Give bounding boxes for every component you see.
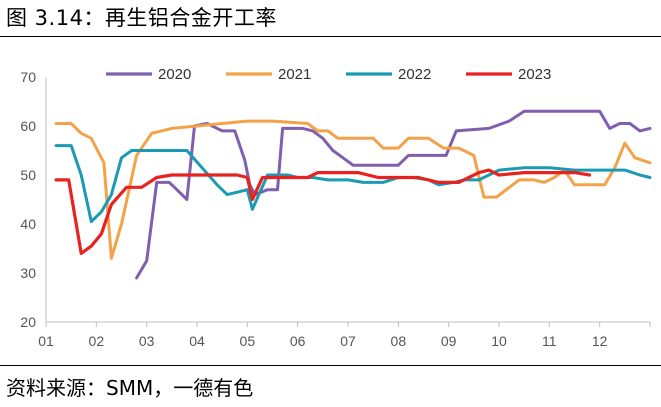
legend-label-2021: 2021: [278, 66, 311, 83]
y-axis-ticks: 20 30 40 50 60 70: [20, 69, 47, 330]
footer-divider: [0, 365, 661, 366]
x-tick-label: 06: [290, 333, 306, 349]
y-tick-label: 60: [20, 118, 36, 134]
x-tick-label: 05: [240, 333, 256, 349]
x-tick-label: 02: [89, 333, 105, 349]
x-tick-label: 10: [491, 333, 507, 349]
x-tick-label: 07: [340, 333, 356, 349]
x-tick-label: 04: [189, 333, 205, 349]
legend-label-2023: 2023: [518, 66, 551, 83]
x-tick-label: 09: [441, 333, 457, 349]
y-tick-label: 50: [20, 167, 36, 183]
x-tick-label: 01: [38, 333, 54, 349]
legend: 2020 2021 2022 2023: [106, 66, 551, 83]
y-tick-label: 20: [20, 314, 36, 330]
source-note: 资料来源：SMM，一德有色: [6, 376, 254, 400]
x-tick-label: 12: [592, 333, 608, 349]
series-line-2023: [54, 168, 592, 255]
page-title: 图 3.14：再生铝合金开工率: [6, 6, 277, 30]
x-tick-label: 03: [139, 333, 155, 349]
title-divider: [0, 36, 661, 37]
x-tick-label: 11: [542, 333, 557, 349]
x-tick-label: 08: [391, 333, 407, 349]
series-line-2021: [54, 119, 652, 260]
x-axis: 01 02 03 04 05 06 07 08 09 10 11 12: [38, 321, 651, 349]
legend-label-2020: 2020: [158, 66, 191, 83]
legend-label-2022: 2022: [398, 66, 431, 83]
series-line-2020: [135, 109, 652, 280]
series-lines: [54, 109, 652, 280]
y-tick-label: 70: [20, 69, 36, 85]
y-tick-label: 40: [20, 216, 36, 232]
y-tick-label: 30: [20, 265, 36, 281]
line-chart: 20 30 40 50 60 70 01 02 03 04 05 06 07 08 09 10 11 12 20…: [20, 66, 652, 349]
